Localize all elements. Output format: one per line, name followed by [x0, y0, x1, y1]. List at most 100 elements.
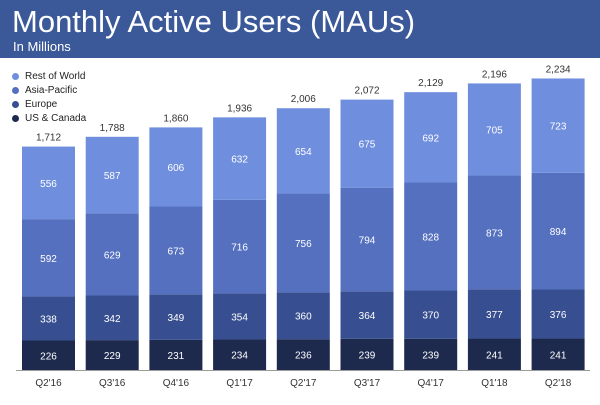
legend-swatch-europe	[12, 101, 19, 108]
legend-item-europe: Europe	[12, 98, 86, 111]
total-label-q4-17: 2,129	[418, 78, 443, 89]
value-label-europe-q3-16: 342	[104, 314, 121, 325]
bar-segment-us-canada-q4-17	[404, 338, 458, 370]
total-label-q2-16: 1,712	[36, 133, 61, 144]
bar-segment-europe-q4-17	[404, 290, 458, 339]
bar-segment-us-canada-q3-17	[340, 338, 394, 370]
bar-segment-rest-of-world-q4-17	[404, 92, 458, 183]
bar-segment-asia-pacific-q1-17	[213, 199, 267, 294]
chart-legend: Rest of World Asia-Pacific Europe US & C…	[12, 70, 86, 126]
total-label-q3-17: 2,072	[354, 86, 379, 97]
total-label-q2-18: 2,234	[546, 64, 571, 75]
value-label-asia-pacific-q1-18: 873	[486, 228, 503, 239]
chart-subtitle: In Millions	[13, 39, 71, 54]
value-label-europe-q2-17: 360	[295, 312, 312, 323]
bar-segment-us-canada-q2-18	[531, 338, 585, 370]
bar-segment-europe-q1-17	[213, 293, 267, 340]
legend-item-asia-pacific: Asia-Pacific	[12, 84, 86, 97]
value-label-rest-of-world-q1-17: 632	[231, 155, 248, 166]
bar-segment-rest-of-world-q2-16	[22, 146, 75, 220]
value-label-rest-of-world-q2-17: 654	[295, 147, 312, 158]
bar-segment-asia-pacific-q2-17	[276, 193, 330, 293]
value-label-rest-of-world-q4-16: 606	[168, 163, 185, 174]
bar-segment-europe-q2-17	[276, 292, 330, 340]
legend-label-rest-of-world: Rest of World	[25, 71, 86, 82]
legend-label-europe: Europe	[25, 99, 58, 110]
total-label-q1-17: 1,936	[227, 103, 252, 114]
value-label-rest-of-world-q2-18: 723	[550, 122, 567, 133]
value-label-rest-of-world-q3-17: 675	[359, 140, 376, 151]
value-label-rest-of-world-q1-18: 705	[486, 125, 503, 136]
legend-swatch-us-canada	[12, 115, 19, 122]
value-label-europe-q4-16: 349	[168, 313, 185, 324]
legend-label-us-canada: US & Canada	[25, 113, 87, 124]
chart-header: Monthly Active Users (MAUs) In Millions	[0, 0, 600, 58]
value-label-asia-pacific-q3-16: 629	[104, 250, 121, 261]
value-label-us-canada-q1-17: 234	[231, 351, 248, 362]
total-label-q3-16: 1,788	[100, 123, 125, 134]
bar-segment-us-canada-q3-16	[85, 340, 139, 370]
x-tick-label-q2-16: Q2'16	[35, 378, 62, 389]
value-label-europe-q3-17: 364	[359, 311, 376, 322]
value-label-us-canada-q3-17: 239	[359, 350, 376, 361]
x-tick-label-q1-18: Q1'18	[481, 378, 508, 389]
total-label-q1-18: 2,196	[482, 69, 507, 80]
value-label-europe-q1-18: 377	[486, 310, 503, 321]
legend-item-rest-of-world: Rest of World	[12, 70, 86, 83]
value-label-rest-of-world-q2-16: 556	[40, 179, 57, 190]
legend-swatch-asia-pacific	[12, 87, 19, 94]
value-label-rest-of-world-q3-16: 587	[104, 171, 121, 182]
bar-segment-europe-q3-17	[340, 291, 394, 339]
legend-label-asia-pacific: Asia-Pacific	[25, 85, 78, 96]
value-label-us-canada-q1-18: 241	[486, 350, 503, 361]
bar-segment-rest-of-world-q1-18	[467, 83, 521, 176]
total-label-q4-16: 1,860	[163, 113, 188, 124]
legend-item-us-canada: US & Canada	[12, 112, 86, 125]
total-label-q2-17: 2,006	[291, 94, 316, 105]
bar-segment-us-canada-q2-17	[276, 339, 330, 370]
value-label-us-canada-q2-18: 241	[550, 350, 567, 361]
value-label-asia-pacific-q4-16: 673	[168, 246, 185, 257]
bar-segment-asia-pacific-q2-16	[22, 219, 75, 297]
bar-segment-rest-of-world-q2-17	[276, 108, 330, 194]
value-label-rest-of-world-q4-17: 692	[422, 133, 439, 144]
value-label-europe-q2-18: 376	[550, 310, 567, 321]
bar-segment-europe-q3-16	[85, 295, 139, 341]
chart-title: Monthly Active Users (MAUs)	[12, 4, 416, 39]
value-label-us-canada-q3-16: 229	[104, 351, 121, 362]
value-label-us-canada-q4-16: 231	[168, 351, 185, 362]
x-tick-label-q1-17: Q1'17	[226, 378, 253, 389]
bar-segment-europe-q1-18	[467, 289, 521, 339]
bar-segment-us-canada-q4-16	[149, 339, 203, 370]
bar-segment-us-canada-q2-16	[22, 340, 75, 370]
value-label-asia-pacific-q2-17: 756	[295, 239, 312, 250]
value-label-us-canada-q2-17: 236	[295, 351, 312, 362]
bar-segment-rest-of-world-q3-17	[340, 99, 394, 188]
x-tick-label-q2-17: Q2'17	[290, 378, 317, 389]
bar-segment-europe-q2-18	[531, 289, 585, 339]
bar-segment-asia-pacific-q3-16	[85, 213, 139, 296]
x-tick-label-q3-16: Q3'16	[99, 378, 126, 389]
bar-segment-us-canada-q1-18	[467, 338, 521, 370]
x-tick-label-q2-18: Q2'18	[545, 378, 572, 389]
x-tick-label-q4-17: Q4'17	[418, 378, 445, 389]
value-label-us-canada-q2-16: 226	[40, 351, 57, 362]
bar-segment-asia-pacific-q4-17	[404, 182, 458, 291]
bar-segment-asia-pacific-q4-16	[149, 206, 203, 295]
bar-segment-rest-of-world-q1-17	[213, 117, 267, 200]
value-label-europe-q2-16: 338	[40, 314, 57, 325]
value-label-asia-pacific-q3-17: 794	[359, 236, 376, 247]
bar-segment-us-canada-q1-17	[213, 339, 267, 370]
value-label-us-canada-q4-17: 239	[422, 350, 439, 361]
bar-segment-europe-q4-16	[149, 294, 203, 340]
value-label-asia-pacific-q2-18: 894	[550, 227, 567, 238]
value-label-asia-pacific-q1-17: 716	[231, 243, 248, 254]
bar-segment-asia-pacific-q3-17	[340, 187, 394, 292]
x-tick-label-q4-16: Q4'16	[163, 378, 190, 389]
value-label-europe-q1-17: 354	[231, 312, 248, 323]
value-label-europe-q4-17: 370	[422, 311, 439, 322]
bar-segment-rest-of-world-q4-16	[149, 127, 203, 207]
x-tick-label-q3-17: Q3'17	[354, 378, 381, 389]
bar-segment-rest-of-world-q2-18	[531, 78, 585, 173]
bar-segment-rest-of-world-q3-16	[85, 136, 139, 214]
